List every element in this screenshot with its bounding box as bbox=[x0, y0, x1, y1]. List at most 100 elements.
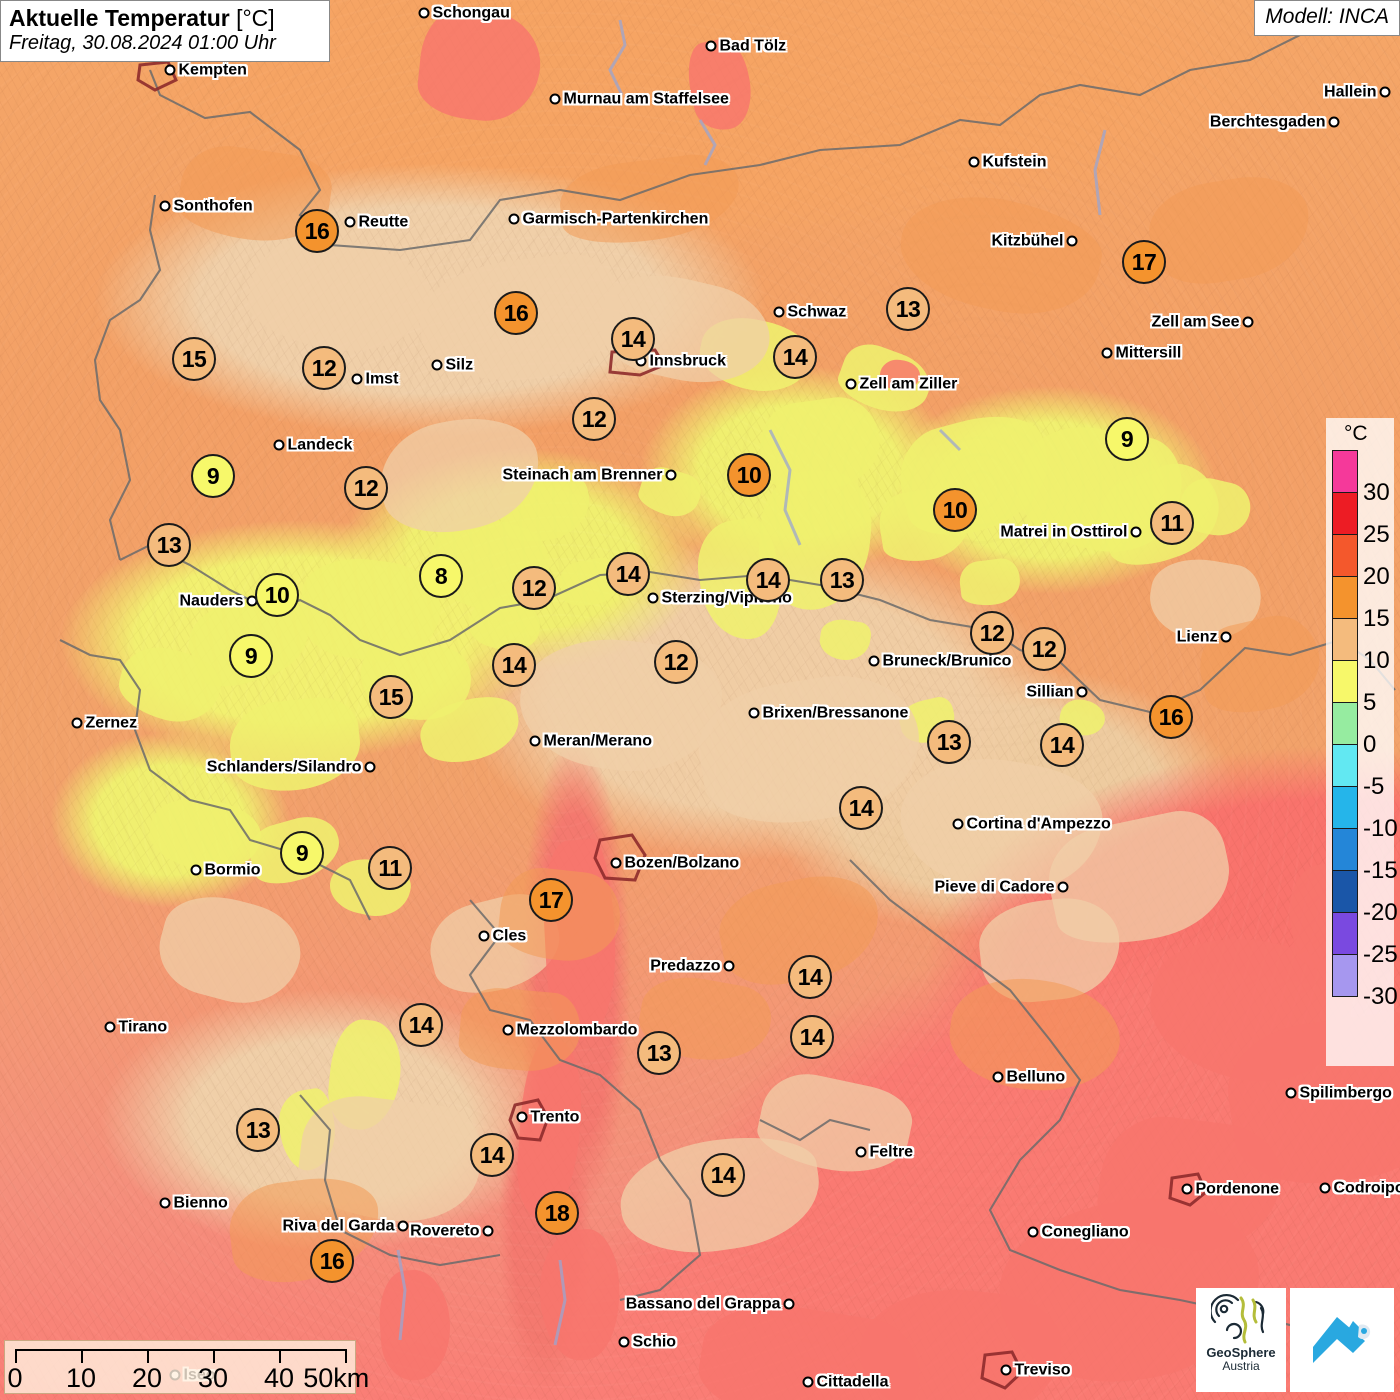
city-marker: Silz bbox=[431, 356, 473, 373]
station-temperature-marker[interactable]: 10 bbox=[255, 573, 299, 617]
city-marker: Sonthofen bbox=[159, 197, 253, 214]
city-marker: Sterzing/Vipiteno bbox=[647, 589, 792, 606]
station-temperature-marker[interactable]: 14 bbox=[746, 558, 790, 602]
station-temperature-marker[interactable]: 13 bbox=[886, 287, 930, 331]
station-temperature-marker[interactable]: 14 bbox=[788, 955, 832, 999]
city-marker: Bassano del Grappa bbox=[626, 1295, 795, 1312]
station-temperature-marker[interactable]: 12 bbox=[970, 611, 1014, 655]
city-label: Innsbruck bbox=[649, 352, 726, 369]
station-temperature-marker[interactable]: 17 bbox=[529, 878, 573, 922]
city-dot-icon bbox=[1101, 347, 1113, 359]
legend-cell-label: 5 bbox=[1363, 689, 1377, 716]
city-marker: Cittadella bbox=[802, 1373, 889, 1390]
city-dot-icon bbox=[968, 156, 980, 168]
city-marker: Conegliano bbox=[1027, 1223, 1129, 1240]
legend-cell-label: 0 bbox=[1363, 731, 1377, 758]
station-temperature-marker[interactable]: 13 bbox=[236, 1108, 280, 1152]
legend-colorbar: °C 30 25 20 15 10 5 0 -5 -10 -15 -20 -25 -30 bbox=[1326, 418, 1398, 1066]
station-temperature-marker[interactable]: 12 bbox=[1022, 627, 1066, 671]
scale-label: 20 bbox=[131, 1363, 163, 1393]
station-temperature-marker[interactable]: 12 bbox=[654, 640, 698, 684]
city-dot-icon bbox=[431, 359, 443, 371]
station-temperature-marker[interactable]: 14 bbox=[701, 1153, 745, 1197]
city-marker: Matrei in Osttirol bbox=[1000, 523, 1142, 540]
station-temperature-marker[interactable]: 12 bbox=[302, 346, 346, 390]
scale-tick bbox=[213, 1349, 215, 1363]
station-temperature-marker[interactable]: 16 bbox=[310, 1239, 354, 1283]
station-temperature-marker[interactable]: 16 bbox=[494, 291, 538, 335]
legend-unit-label: °C bbox=[1344, 422, 1368, 445]
station-temperature-marker[interactable]: 14 bbox=[399, 1003, 443, 1047]
city-dot-icon bbox=[516, 1111, 528, 1123]
legend-cell-label: -20 bbox=[1363, 899, 1398, 926]
city-label: Trento bbox=[530, 1108, 580, 1125]
city-marker: Zell am See bbox=[1151, 313, 1254, 330]
scale-label: 40 bbox=[263, 1363, 295, 1393]
station-temperature-marker[interactable]: 15 bbox=[369, 675, 413, 719]
city-dot-icon bbox=[164, 64, 176, 76]
legend-cell-5: 5 bbox=[1332, 660, 1376, 716]
station-temperature-marker[interactable]: 13 bbox=[637, 1031, 681, 1075]
station-temperature-marker[interactable]: 14 bbox=[492, 643, 536, 687]
city-dot-icon bbox=[748, 707, 760, 719]
station-temperature-marker[interactable]: 11 bbox=[368, 846, 412, 890]
station-temperature-marker[interactable]: 8 bbox=[419, 554, 463, 598]
station-temperature-marker[interactable]: 14 bbox=[839, 786, 883, 830]
station-temperature-marker[interactable]: 10 bbox=[727, 453, 771, 497]
station-temperature-marker[interactable]: 9 bbox=[280, 831, 324, 875]
city-label: Pordenone bbox=[1195, 1180, 1280, 1197]
legend-cell-minus25: -25 bbox=[1332, 912, 1398, 968]
city-dot-icon bbox=[159, 200, 171, 212]
legend-strip: 30 25 20 15 10 5 0 -5 -10 -15 -20 -25 -30 bbox=[1332, 450, 1398, 1010]
city-marker: Kempten bbox=[164, 61, 247, 78]
station-temperature-marker[interactable]: 18 bbox=[535, 1191, 579, 1235]
city-label: Silz bbox=[445, 356, 474, 373]
city-marker: Reutte bbox=[344, 213, 408, 230]
station-temperature-marker[interactable]: 14 bbox=[1040, 723, 1084, 767]
city-label: Spilimbergo bbox=[1299, 1084, 1392, 1101]
scale-tick bbox=[345, 1349, 347, 1363]
city-marker: Berchtesgaden bbox=[1210, 113, 1340, 130]
city-dot-icon bbox=[665, 469, 677, 481]
city-label: Pieve di Cadore bbox=[934, 878, 1055, 895]
city-dot-icon bbox=[478, 930, 490, 942]
station-temperature-marker[interactable]: 14 bbox=[611, 317, 655, 361]
station-temperature-marker[interactable]: 9 bbox=[191, 454, 235, 498]
station-temperature-marker[interactable]: 13 bbox=[927, 720, 971, 764]
station-temperature-marker[interactable]: 14 bbox=[790, 1015, 834, 1059]
geosphere-name: GeoSphere bbox=[1206, 1345, 1276, 1360]
legend-cell-minus5: -5 bbox=[1332, 744, 1384, 800]
city-label: Sonthofen bbox=[173, 197, 253, 214]
city-dot-icon bbox=[1066, 235, 1078, 247]
station-temperature-marker[interactable]: 13 bbox=[147, 523, 191, 567]
city-marker: Bruneck/Brunico bbox=[868, 652, 1011, 669]
legend-cell-0: 0 bbox=[1332, 702, 1376, 758]
scale-label: 30 bbox=[197, 1363, 229, 1393]
city-dot-icon bbox=[190, 864, 202, 876]
station-temperature-marker[interactable]: 14 bbox=[606, 552, 650, 596]
city-dot-icon bbox=[1379, 86, 1391, 98]
geosphere-mark-icon bbox=[1211, 1293, 1265, 1344]
legend-cell-minus20: -20 bbox=[1332, 870, 1398, 926]
station-temperature-marker[interactable]: 12 bbox=[572, 397, 616, 441]
station-temperature-marker[interactable]: 10 bbox=[933, 488, 977, 532]
legend-cell-20: 20 bbox=[1332, 534, 1390, 590]
station-temperature-marker[interactable]: 14 bbox=[470, 1133, 514, 1177]
station-temperature-marker[interactable]: 11 bbox=[1150, 501, 1194, 545]
legend-cell-minus10: -10 bbox=[1332, 786, 1398, 842]
legend-cell-label: -15 bbox=[1363, 857, 1398, 884]
city-dot-icon bbox=[952, 818, 964, 830]
station-temperature-marker[interactable]: 9 bbox=[1105, 417, 1149, 461]
station-temperature-marker[interactable]: 13 bbox=[820, 558, 864, 602]
station-temperature-marker[interactable]: 12 bbox=[512, 566, 556, 610]
station-temperature-marker[interactable]: 14 bbox=[773, 335, 817, 379]
city-label: Codroipo bbox=[1333, 1179, 1400, 1196]
station-temperature-marker[interactable]: 16 bbox=[295, 209, 339, 253]
station-temperature-marker[interactable]: 17 bbox=[1122, 240, 1166, 284]
station-temperature-marker[interactable]: 12 bbox=[344, 466, 388, 510]
station-temperature-marker[interactable]: 15 bbox=[172, 337, 216, 381]
city-label: Belluno bbox=[1006, 1068, 1066, 1085]
station-temperature-marker[interactable]: 9 bbox=[229, 634, 273, 678]
station-temperature-marker[interactable]: 16 bbox=[1149, 695, 1193, 739]
geosphere-sub: Austria bbox=[1222, 1359, 1260, 1374]
